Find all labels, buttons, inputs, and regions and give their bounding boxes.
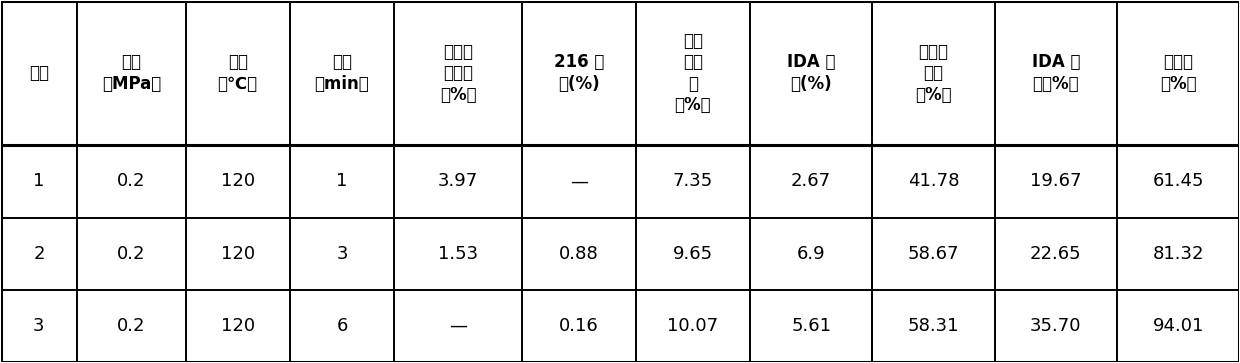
Text: 58.31: 58.31 [908,317,960,335]
Text: 35.70: 35.70 [1030,317,1081,335]
Text: 0.2: 0.2 [117,317,145,335]
Text: IDA 含
量(%): IDA 含 量(%) [787,53,836,93]
Text: 120: 120 [221,317,254,335]
Text: 1.53: 1.53 [438,245,479,263]
Text: 9.65: 9.65 [673,245,713,263]
Text: 2: 2 [33,245,45,263]
Text: 0.2: 0.2 [117,245,145,263]
Text: 61.45: 61.45 [1152,172,1204,191]
Text: 压力
（MPa）: 压力 （MPa） [102,53,161,93]
Text: 2.67: 2.67 [791,172,831,191]
Text: 120: 120 [221,245,254,263]
Text: 7.35: 7.35 [673,172,713,191]
Text: 6.9: 6.9 [797,245,826,263]
Text: 氨基乙
腈含量
（%）: 氨基乙 腈含量 （%） [440,42,476,103]
Text: 时间
（min）: 时间 （min） [315,53,370,93]
Text: 6: 6 [336,317,347,335]
Text: —: — [449,317,467,335]
Text: 1: 1 [33,172,45,191]
Text: 温度
（℃）: 温度 （℃） [218,53,258,93]
Text: 81.32: 81.32 [1152,245,1204,263]
Text: 3: 3 [33,317,45,335]
Text: 19.67: 19.67 [1030,172,1081,191]
Text: 甘氨酸
收率
（%）: 甘氨酸 收率 （%） [915,42,952,103]
Text: 22.65: 22.65 [1030,245,1081,263]
Text: 总收率
（%）: 总收率 （%） [1159,53,1197,93]
Text: 58.67: 58.67 [908,245,960,263]
Text: 甘氨
酸含
量
（%）: 甘氨 酸含 量 （%） [675,32,712,114]
Text: 41.78: 41.78 [908,172,960,191]
Text: 5.61: 5.61 [791,317,831,335]
Text: 0.2: 0.2 [117,172,145,191]
Text: 120: 120 [221,172,254,191]
Text: IDA 收
率（%）: IDA 收 率（%） [1032,53,1080,93]
Text: 3.97: 3.97 [438,172,479,191]
Text: 10.07: 10.07 [667,317,718,335]
Text: 3: 3 [336,245,347,263]
Text: 0.88: 0.88 [559,245,599,263]
Text: 批号: 批号 [29,64,48,82]
Text: 94.01: 94.01 [1152,317,1204,335]
Text: —: — [570,172,588,191]
Text: 216 含
量(%): 216 含 量(%) [554,53,604,93]
Text: 1: 1 [336,172,347,191]
Text: 0.16: 0.16 [559,317,599,335]
